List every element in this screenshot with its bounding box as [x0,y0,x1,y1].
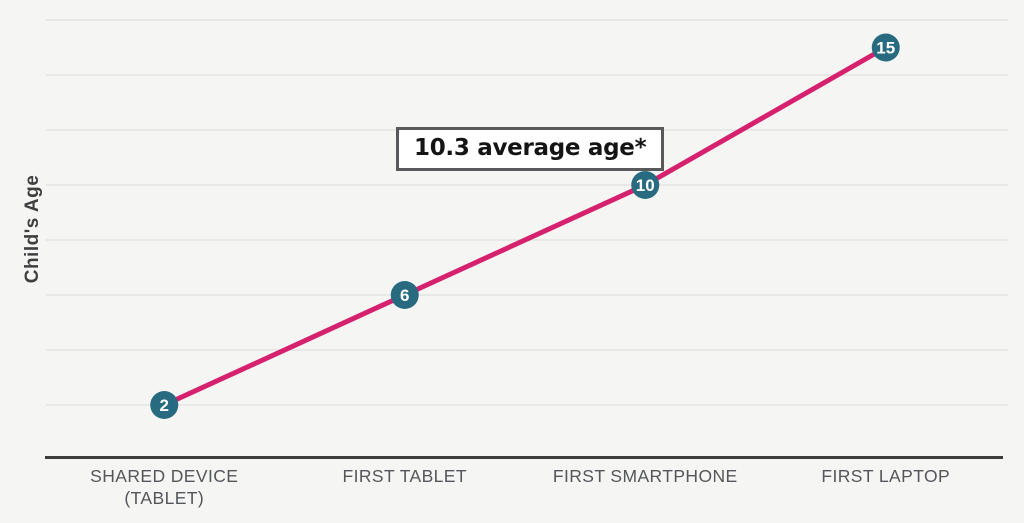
data-point-value: 10 [636,176,655,195]
data-point-marker: 15 [871,33,900,62]
data-point-marker: 10 [631,171,660,199]
x-axis-label: FIRST SMARTPHONE [552,466,738,486]
data-line [161,45,889,408]
data-point-circle [871,33,900,62]
data-point-value: 2 [160,396,169,415]
data-point-value: 6 [400,286,409,305]
y-axis-title: Child's Age [22,174,43,284]
x-axis-label: FIRST LAPTOP [821,466,951,486]
average-age-annotation: 10.3 average age* [396,127,665,171]
data-point-value: 15 [876,38,895,57]
x-axis-label: SHARED DEVICE (TABLET) [90,466,239,508]
data-point-marker: 2 [150,391,179,419]
data-point-circle [150,391,179,419]
data-point-marker: 6 [390,281,419,309]
x-axis-label: FIRST TABLET [342,466,467,486]
data-point-circle [390,281,419,309]
data-point-circle [631,171,660,199]
